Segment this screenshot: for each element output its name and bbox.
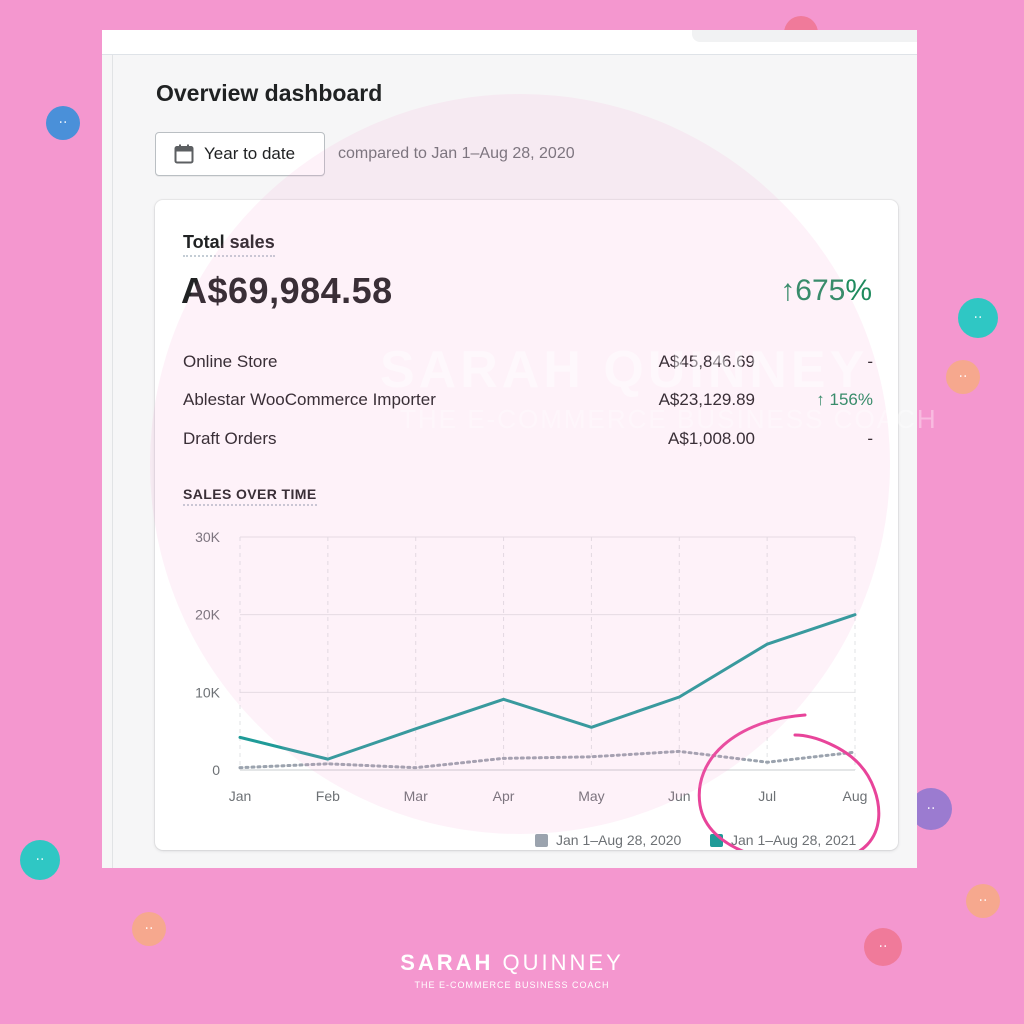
channel-change: ↑ 156%: [816, 390, 873, 410]
search-bar[interactable]: [692, 30, 917, 42]
y-tick-label: 30K: [195, 529, 221, 545]
channel-change: -: [867, 429, 873, 448]
calendar-icon: [174, 144, 194, 164]
page-title: Overview dashboard: [156, 80, 383, 106]
footer-subtitle: THE E-COMMERCE BUSINESS COACH: [414, 980, 610, 990]
x-tick-label: Feb: [316, 788, 340, 804]
channel-change-value: 156%: [829, 390, 873, 409]
channel-value: A$23,129.89: [658, 390, 755, 409]
date-range-label: Year to date: [204, 144, 296, 163]
x-tick-label: Jul: [758, 788, 776, 804]
arrow-up-icon: ↑: [780, 274, 796, 307]
channel-value: A$45,846.69: [658, 352, 755, 371]
breakdown-row: Draft Orders A$1,008.00 -: [183, 429, 873, 453]
series-line-2: [238, 613, 857, 761]
legend-label: Jan 1–Aug 28, 2020: [556, 832, 682, 848]
total-sales-card: Total sales A$69,984.58 ↑675% Online Sto…: [155, 200, 898, 850]
x-tick-label: Jun: [668, 788, 691, 804]
channel-change: -: [867, 352, 873, 371]
cart-icon: ··: [966, 884, 1000, 918]
comparison-text: compared to Jan 1–Aug 28, 2020: [338, 145, 575, 162]
arrow-up-icon: ↑: [816, 390, 830, 409]
cart-icon: ··: [958, 298, 998, 338]
total-sales-change-value: 675%: [795, 274, 872, 307]
chart-title[interactable]: SALES OVER TIME: [183, 486, 317, 506]
breakdown-row: Online Store A$45,846.69 -: [183, 352, 873, 376]
series-line-1: [238, 749, 857, 770]
breakdown-row: Ablestar WooCommerce Importer A$23,129.8…: [183, 390, 873, 414]
top-bar: [102, 30, 917, 55]
x-tick-label: May: [578, 788, 604, 804]
sales-over-time-chart: 0 10K 20K 30K Jan Feb Mar Apr May Jun Jul Aug Jan 1–…: [195, 529, 881, 850]
legend-swatch: [535, 834, 548, 847]
channel-name: Draft Orders: [183, 429, 277, 448]
dashboard-screenshot: Overview dashboard Year to date compared…: [102, 30, 917, 868]
y-tick-label: 20K: [195, 607, 221, 623]
footer-name-last: QUINNEY: [502, 950, 624, 975]
date-range-button[interactable]: Year to date: [155, 132, 325, 176]
x-tick-label: Mar: [404, 788, 428, 804]
cart-icon: ··: [910, 788, 952, 830]
x-tick-label: Aug: [843, 788, 868, 804]
legend-label: Jan 1–Aug 28, 2021: [731, 832, 857, 848]
cart-icon: ··: [20, 840, 60, 880]
y-tick-label: 0: [212, 762, 220, 778]
highlight-circle-annotation: [697, 713, 881, 850]
channel-value: A$1,008.00: [668, 429, 755, 448]
card-title[interactable]: Total sales: [183, 232, 275, 257]
total-sales-change: ↑675%: [780, 274, 872, 308]
channel-name: Online Store: [183, 352, 278, 371]
footer-logo: SARAH QUINNEY THE E-COMMERCE BUSINESS CO…: [0, 950, 1024, 990]
x-tick-label: Jan: [229, 788, 252, 804]
y-tick-label: 10K: [195, 684, 221, 700]
cart-icon: ··: [864, 928, 902, 966]
cart-icon: ··: [46, 106, 80, 140]
x-tick-label: Apr: [493, 788, 515, 804]
total-sales-value: A$69,984.58: [181, 270, 393, 311]
sidebar-divider: [112, 55, 113, 868]
channel-name: Ablestar WooCommerce Importer: [183, 390, 436, 409]
cart-icon: ··: [132, 912, 166, 946]
footer-name-first: SARAH: [400, 950, 494, 975]
cart-icon: ··: [946, 360, 980, 394]
